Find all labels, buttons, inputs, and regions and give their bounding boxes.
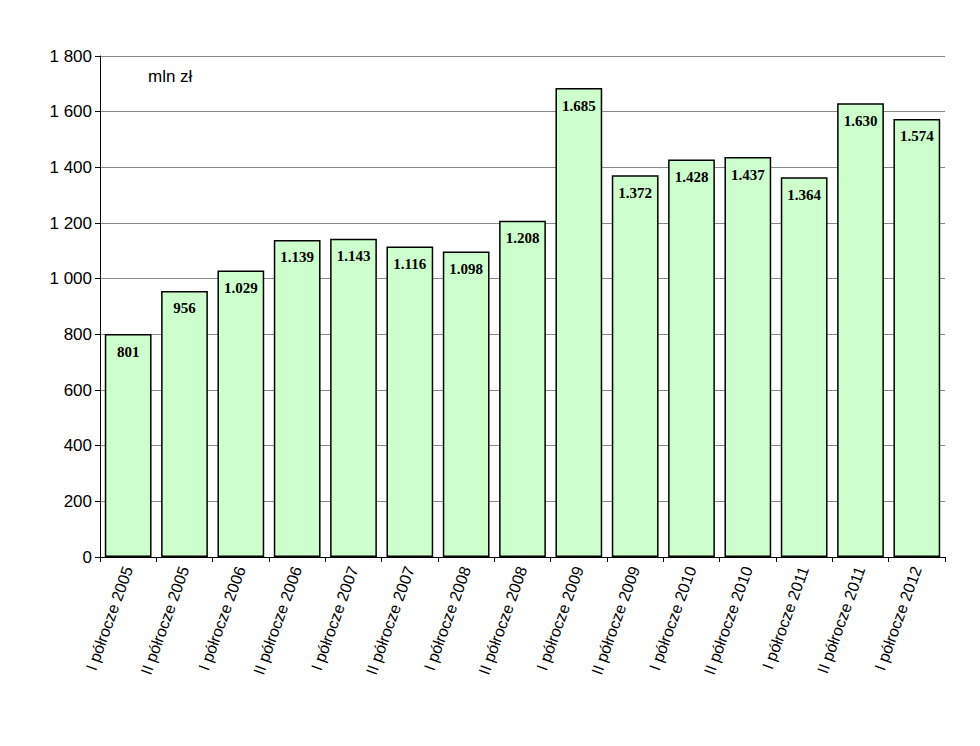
svg-text:1.029: 1.029 (224, 280, 258, 296)
svg-text:I półrocze 2011: I półrocze 2011 (759, 564, 812, 672)
svg-text:I półrocze 2009: I półrocze 2009 (533, 564, 586, 673)
svg-text:I półrocze 2008: I półrocze 2008 (421, 564, 474, 673)
svg-text:1.208: 1.208 (506, 230, 540, 246)
svg-text:I półrocze 2012: I półrocze 2012 (871, 564, 924, 673)
svg-text:I półrocze 2007: I półrocze 2007 (308, 564, 361, 673)
svg-text:1.364: 1.364 (787, 187, 821, 203)
svg-text:II półrocze 2006: II półrocze 2006 (250, 564, 305, 677)
svg-text:II półrocze 2009: II półrocze 2009 (588, 564, 643, 677)
svg-text:0: 0 (83, 548, 92, 567)
svg-text:I półrocze 2006: I półrocze 2006 (195, 564, 248, 673)
svg-text:800: 800 (64, 325, 92, 344)
svg-text:956: 956 (173, 300, 196, 316)
svg-text:1 200: 1 200 (49, 214, 92, 233)
svg-text:1 800: 1 800 (49, 47, 92, 66)
svg-text:1.574: 1.574 (900, 128, 934, 144)
svg-text:400: 400 (64, 436, 92, 455)
svg-text:1.437: 1.437 (731, 167, 765, 183)
svg-text:1 000: 1 000 (49, 269, 92, 288)
svg-text:1.139: 1.139 (280, 249, 314, 265)
svg-text:1.685: 1.685 (562, 98, 596, 114)
svg-text:1.372: 1.372 (618, 185, 652, 201)
svg-text:II półrocze 2008: II półrocze 2008 (476, 564, 531, 677)
svg-text:1.116: 1.116 (393, 256, 426, 272)
svg-text:II półrocze 2007: II półrocze 2007 (363, 564, 418, 677)
svg-text:II półrocze 2011: II półrocze 2011 (814, 564, 869, 676)
svg-text:1.098: 1.098 (449, 261, 483, 277)
svg-text:801: 801 (117, 344, 140, 360)
svg-text:I półrocze 2010: I półrocze 2010 (646, 564, 699, 673)
svg-text:200: 200 (64, 492, 92, 511)
svg-text:mln zł: mln zł (148, 67, 193, 86)
svg-text:II półrocze 2005: II półrocze 2005 (138, 564, 193, 677)
svg-text:1.630: 1.630 (844, 113, 878, 129)
svg-text:II półrocze 2010: II półrocze 2010 (701, 564, 756, 677)
svg-text:1 400: 1 400 (49, 158, 92, 177)
svg-text:600: 600 (64, 381, 92, 400)
svg-text:1.428: 1.428 (675, 169, 709, 185)
svg-text:1 600: 1 600 (49, 102, 92, 121)
svg-text:1.143: 1.143 (337, 248, 371, 264)
svg-text:I półrocze 2005: I półrocze 2005 (83, 564, 136, 673)
